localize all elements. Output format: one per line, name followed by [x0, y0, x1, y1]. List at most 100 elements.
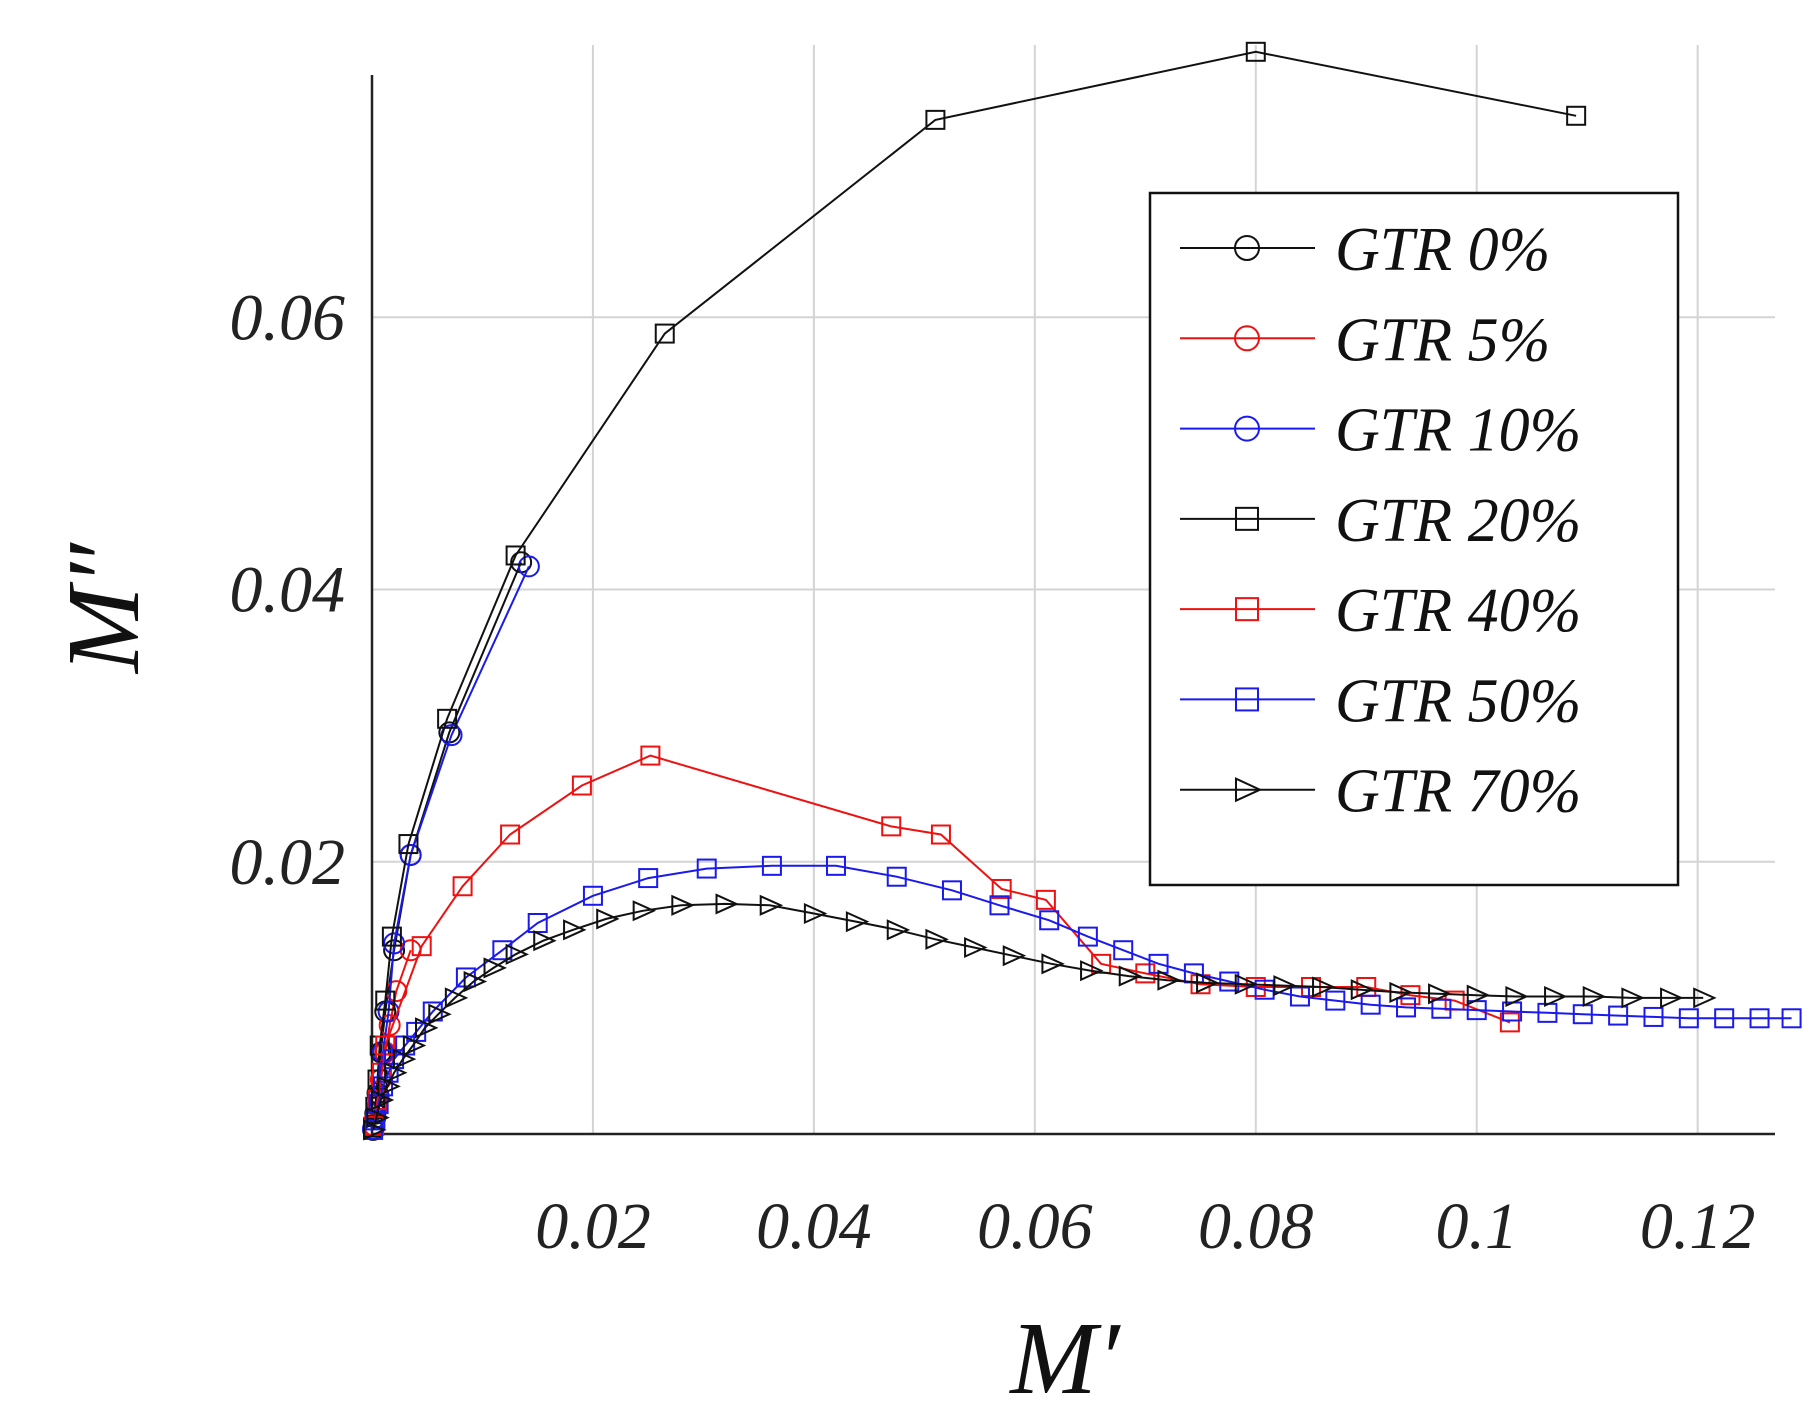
data-point [1350, 979, 1375, 1001]
data-point [428, 1003, 452, 1025]
x-tick-label: 0.02 [535, 1190, 651, 1263]
data-point [1041, 953, 1065, 975]
y-tick-label: 0.02 [230, 826, 346, 899]
data-point [1693, 987, 1717, 1009]
legend: GTR 0% GTR 5% GTR 10% GTR 20% GTR 40% GTR 50%… [1148, 191, 1680, 887]
data-point [715, 893, 739, 915]
series-line [372, 902, 1704, 1131]
data-point [370, 1089, 395, 1111]
data-point [991, 878, 1012, 899]
series-line [373, 754, 1511, 1126]
data-point [582, 885, 603, 906]
data-point [483, 957, 507, 979]
data-point [517, 555, 540, 578]
data-point [696, 858, 717, 879]
data-point [1749, 1008, 1770, 1029]
data-point [411, 936, 432, 957]
data-point [381, 926, 402, 947]
x-tick-label: 0.06 [977, 1190, 1093, 1263]
data-point [803, 902, 828, 925]
axis-labels: M′ M″ [46, 541, 1122, 1416]
data-point [1273, 975, 1297, 997]
x-tick-label: 0.08 [1198, 1190, 1314, 1263]
data-point [1389, 981, 1413, 1003]
legend-label: GTR 10% [1335, 397, 1581, 465]
data-point [363, 1119, 387, 1141]
legend-marker [1234, 415, 1260, 442]
data-point [563, 919, 587, 941]
data-point [1466, 984, 1491, 1006]
data-point [671, 894, 695, 916]
data-point [632, 900, 657, 922]
data-point [941, 880, 962, 901]
data-point [1643, 1006, 1664, 1027]
data-point [399, 843, 422, 866]
data-point [1660, 987, 1684, 1009]
legend-entry: GTR 70% [1180, 758, 1581, 826]
data-point [1431, 998, 1452, 1019]
data-point [1039, 910, 1060, 931]
y-tick-label: 0.04 [230, 554, 346, 627]
data-point [964, 936, 988, 959]
plot-area [362, 41, 1802, 1141]
legend-entry: GTR 50% [1180, 667, 1581, 735]
series-7 [363, 893, 1717, 1141]
data-point [761, 855, 782, 876]
x-tick-label: 0.12 [1640, 1190, 1756, 1263]
legend-label: GTR 50% [1335, 667, 1581, 735]
data-point [845, 911, 870, 933]
data-point [654, 323, 675, 344]
data-point [505, 545, 526, 566]
data-point [437, 708, 458, 729]
data-point [596, 908, 620, 930]
data-point [886, 919, 911, 941]
data-point [444, 987, 469, 1009]
data-point [881, 816, 902, 837]
data-point [1499, 1012, 1520, 1033]
data-point [1544, 985, 1568, 1008]
data-point [571, 775, 592, 796]
data-point [533, 930, 557, 952]
legend-label: GTR 40% [1335, 577, 1581, 645]
data-point [886, 866, 907, 887]
data-point [492, 940, 513, 961]
data-point [1781, 1008, 1802, 1029]
data-point [1608, 1005, 1629, 1026]
legend-label: GTR 5% [1335, 306, 1550, 374]
x-tick-label: 0.04 [756, 1190, 872, 1263]
data-point [1077, 926, 1098, 947]
legend-marker [1234, 325, 1260, 352]
data-point [527, 913, 548, 934]
data-point [1219, 971, 1240, 992]
data-point [383, 932, 406, 955]
legend-label: GTR 70% [1335, 758, 1581, 826]
legend-label: GTR 0% [1335, 216, 1550, 284]
legend-entry: GTR 40% [1180, 577, 1581, 645]
data-point [463, 970, 488, 993]
data-point [1035, 889, 1056, 910]
data-point [1080, 960, 1104, 982]
data-point [1118, 965, 1143, 987]
data-point [1245, 41, 1266, 62]
data-point [1582, 985, 1607, 1008]
data-point [1505, 985, 1529, 1008]
series-line [372, 864, 1792, 1131]
legend-marker [1235, 506, 1259, 531]
data-point [1678, 1008, 1699, 1029]
legend-entry: GTR 20% [1180, 487, 1581, 555]
legend-marker [1235, 687, 1259, 712]
data-point [398, 834, 419, 855]
data-point [377, 1075, 401, 1097]
data-point [415, 1017, 439, 1039]
data-point [1289, 986, 1310, 1007]
data-point [640, 745, 661, 766]
data-point [1234, 973, 1259, 995]
x-axis-label: M′ [1008, 1301, 1122, 1416]
data-point [1113, 940, 1134, 961]
data-point [930, 824, 951, 845]
tick-labels: 0.02 0.04 0.06 0.08 0.1 0.12 0.02 0.04 0.06 [230, 281, 1756, 1263]
data-point [366, 1107, 390, 1129]
legend-entry: GTR 5% [1180, 306, 1550, 374]
data-point [1325, 990, 1346, 1011]
